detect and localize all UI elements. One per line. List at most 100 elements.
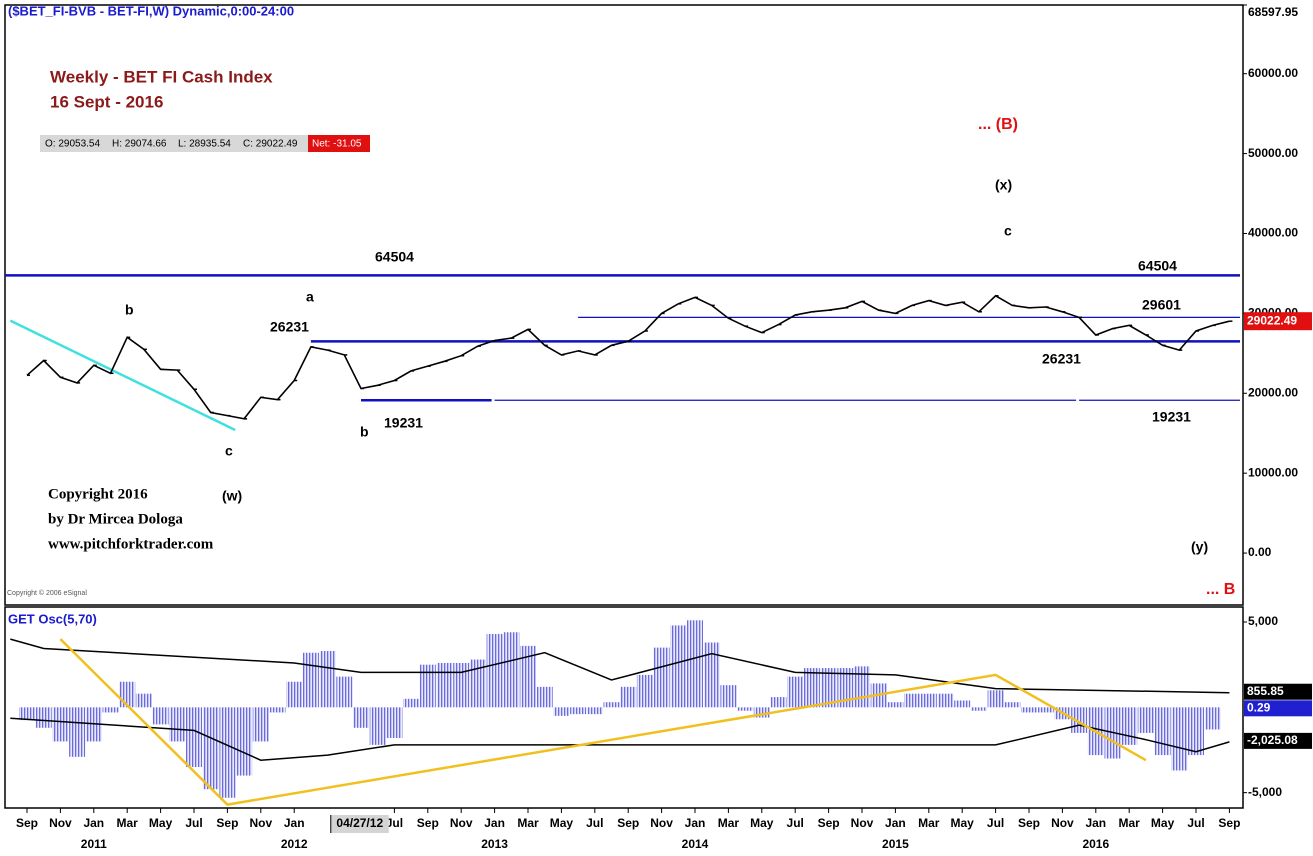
x-year-label: 2013 — [481, 837, 508, 851]
x-tick-label: Sep — [216, 816, 238, 830]
osc-bar — [219, 707, 236, 798]
annotation: (y) — [1191, 539, 1208, 555]
osc-bar — [336, 676, 353, 708]
osc-bar — [937, 693, 954, 708]
osc-bar — [954, 700, 971, 708]
osc-bar — [403, 698, 420, 708]
osc-value-label: 0.29 — [1247, 700, 1271, 714]
source: Copyright © 2006 eSignal — [7, 589, 87, 597]
x-year-label: 2015 — [882, 837, 909, 851]
y-tick-label: 10000.00 — [1248, 465, 1298, 479]
osc-bar — [1037, 707, 1054, 713]
x-tick-label: May — [550, 816, 574, 830]
price-panel — [4, 4, 1244, 606]
osc-bar — [653, 647, 670, 708]
y-tick-label: 40000.00 — [1248, 226, 1298, 240]
osc-bar — [69, 707, 86, 757]
x-tick-label: Nov — [249, 816, 272, 830]
osc-value-box — [1244, 683, 1312, 700]
osc-bar — [887, 702, 904, 708]
osc-bar — [787, 676, 804, 708]
osc-bar — [803, 668, 820, 708]
osc-value-box — [1244, 732, 1312, 749]
title: Weekly - BET FI Cash Index — [50, 67, 273, 86]
copyright: by Dr Mircea Dologa — [48, 511, 183, 527]
osc-bar — [1021, 707, 1037, 713]
osc-bar — [19, 707, 35, 721]
ohlc-low: L: 28935.54 — [178, 139, 231, 150]
x-tick-label: Mar — [1119, 816, 1141, 830]
annotation: 26231 — [1042, 351, 1081, 367]
x-tick-label: Jan — [1085, 816, 1106, 830]
x-year-label: 2016 — [1082, 837, 1109, 851]
osc-bar — [369, 707, 386, 745]
x-tick-label: May — [149, 816, 173, 830]
osc-bar — [202, 707, 219, 790]
osc-bar — [319, 651, 336, 708]
osc-bar — [453, 662, 470, 708]
osc-bar — [353, 707, 369, 728]
osc-line — [10, 717, 1230, 761]
x-tick-label: Jul — [586, 816, 603, 830]
x-tick-label: Mar — [517, 816, 539, 830]
osc-bar — [169, 707, 186, 742]
last-price-box — [1244, 312, 1312, 331]
annotation: ... B — [1206, 581, 1235, 598]
x-year-label: 2014 — [682, 837, 709, 851]
osc-line — [10, 638, 1230, 694]
osc-bar — [970, 707, 987, 711]
ohlc-box — [40, 135, 370, 152]
annotation: 64504 — [375, 249, 414, 265]
osc-bar — [820, 668, 837, 708]
x-tick-label: Jul — [787, 816, 804, 830]
y-tick-label: 5,000 — [1248, 614, 1278, 628]
x-tick-label: Jan — [284, 816, 305, 830]
annotation: 19231 — [384, 415, 423, 431]
osc-bar — [1154, 707, 1171, 756]
y-tick-label: 68597.95 — [1248, 5, 1298, 19]
x-tick-label: Nov — [851, 816, 874, 830]
ohlc-high: H: 29074.66 — [112, 139, 167, 150]
osc-bar — [536, 686, 553, 708]
copyright: Copyright 2016 — [48, 486, 148, 502]
osc-bar — [1137, 707, 1154, 733]
annotation: a — [306, 289, 314, 305]
osc-bar — [35, 707, 52, 728]
annotation: c — [1004, 223, 1012, 239]
osc-title: GET Osc(5,70) — [8, 611, 97, 626]
annotation: 19231 — [1152, 409, 1191, 425]
osc-bar — [503, 632, 520, 708]
trendline — [59, 638, 1147, 806]
osc-bar — [687, 620, 703, 708]
x-tick-label: Sep — [617, 816, 639, 830]
x-tick-label: Mar — [918, 816, 940, 830]
osc-bar — [603, 702, 620, 708]
osc-bar — [586, 707, 603, 715]
x-tick-label: Jan — [685, 816, 706, 830]
osc-bar — [386, 707, 403, 739]
x-tick-label: Mar — [117, 816, 139, 830]
x-tick-label: Sep — [417, 816, 439, 830]
osc-bar — [102, 707, 119, 713]
trendline — [9, 319, 236, 432]
osc-bar — [920, 693, 937, 708]
last-price-label: 29022.49 — [1247, 313, 1297, 327]
x-tick-label: Sep — [1018, 816, 1040, 830]
osc-bar — [904, 693, 921, 708]
y-tick-label: 0.00 — [1248, 545, 1272, 559]
annotation: b — [125, 302, 134, 318]
x-tick-label: Jul — [386, 816, 403, 830]
osc-bar — [1188, 707, 1204, 756]
x-year-label: 2012 — [281, 837, 308, 851]
osc-bar — [737, 707, 754, 711]
ohlc-net: Net: -31.05 — [312, 139, 362, 150]
osc-bar — [52, 707, 69, 742]
osc-bar — [469, 659, 486, 708]
x-tick-label: Sep — [16, 816, 38, 830]
osc-bar — [119, 681, 136, 708]
annotation: c — [225, 443, 233, 459]
osc-bar — [520, 645, 536, 708]
osc-value-label: -2,025.08 — [1247, 733, 1298, 747]
osc-value-label: 855.85 — [1247, 684, 1284, 698]
x-year-label: 2011 — [81, 837, 107, 851]
